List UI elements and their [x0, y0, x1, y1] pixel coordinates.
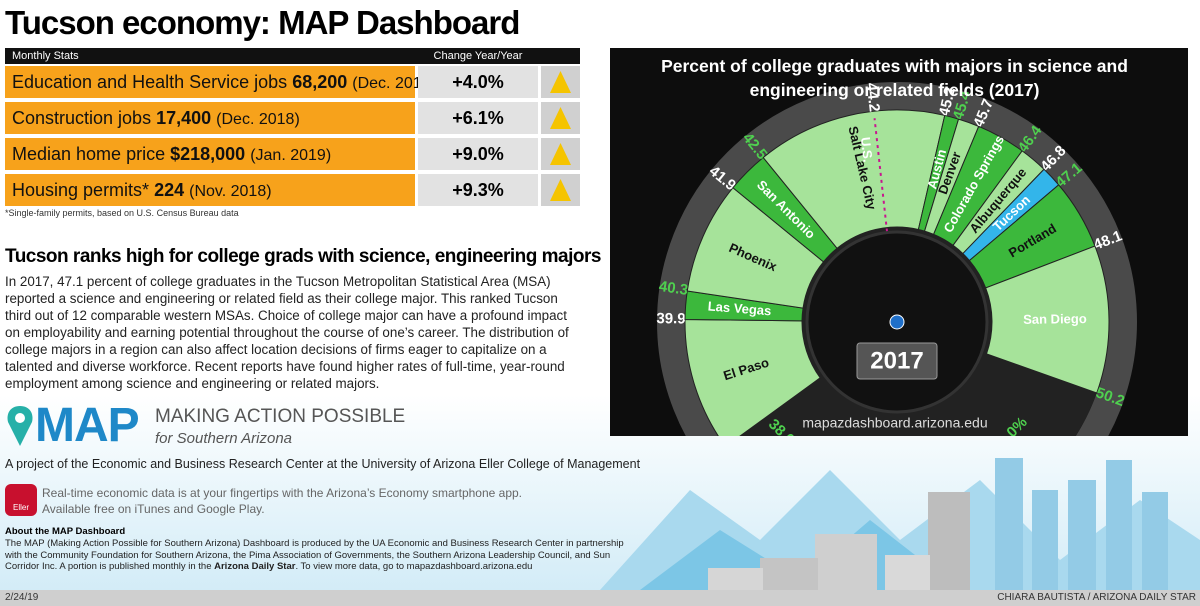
about-text: . To view more data, go to mapazdashboar… — [295, 561, 533, 572]
stat-label: Housing permits* 224 (Nov. 2018) — [5, 174, 415, 206]
buildings — [708, 458, 1168, 590]
column-header: Monthly Stats — [12, 50, 79, 62]
gauge-sector — [985, 245, 1110, 394]
column-header: Change Year/Year — [433, 50, 523, 62]
stat-change: +6.1% — [418, 102, 538, 134]
stat-change: +9.0% — [418, 138, 538, 170]
stat-row: Construction jobs 17,400 (Dec. 2018) +6.1… — [5, 102, 580, 134]
stat-name: Housing permits* — [12, 180, 150, 200]
stat-date: (Nov. 2018) — [189, 183, 272, 200]
map-subtitle: for Southern Arizona — [155, 430, 293, 447]
map-name: MAKING ACTION POSSIBLE — [155, 406, 406, 427]
map-logo: MAP — [35, 399, 140, 452]
table-header: Monthly Stats Change Year/Year — [5, 48, 580, 64]
up-arrow — [550, 179, 571, 201]
stat-change: +9.3% — [418, 174, 538, 206]
reference-name: U.S. — [858, 136, 876, 163]
gauge-ring — [657, 82, 1137, 436]
article-body: In 2017, 47.1 percent of college graduat… — [5, 274, 569, 391]
up-arrow — [550, 143, 571, 165]
table-note: *Single-family permits, based on U.S. Ce… — [5, 208, 239, 218]
stat-row: Median home price $218,000 (Jan. 2019) +9… — [5, 138, 580, 170]
stat-value: $218,000 — [170, 144, 246, 164]
project-line: A project of the Economic and Business R… — [5, 457, 641, 471]
about-text: Arizona Daily Star — [214, 561, 296, 572]
stat-name: Median home price — [12, 144, 166, 164]
arrow-cell — [541, 102, 580, 134]
gauge-sector — [762, 109, 946, 249]
about-body: The MAP (Making Action Possible for Sout… — [5, 538, 625, 573]
arrow-cell — [541, 138, 580, 170]
up-arrow — [550, 107, 571, 129]
badge: 2017 — [870, 347, 923, 374]
stat-row: Housing permits* 224 (Nov. 2018) +9.3% — [5, 174, 580, 206]
map-pin — [7, 406, 33, 446]
chart-url: mapazdashboard.arizona.edu — [802, 415, 987, 431]
value-label: 45.2 — [936, 86, 959, 118]
about-title: About the MAP Dashboard — [5, 526, 126, 537]
value-label: 39.9 — [656, 310, 685, 327]
stat-name: Construction jobs — [12, 108, 152, 128]
arrow-cell — [541, 66, 580, 98]
badge-box — [856, 342, 938, 380]
stat-label: Education and Health Service jobs 68,200… — [5, 66, 436, 98]
needle-hub — [889, 314, 905, 330]
footer-bar — [0, 590, 1200, 606]
page-title: Tucson economy: MAP Dashboard — [5, 4, 520, 41]
arrow-cell — [541, 174, 580, 206]
reference-value: 44.2 — [863, 82, 883, 113]
stat-value: 68,200 — [292, 72, 348, 92]
city-label: San Diego — [1023, 311, 1087, 327]
stat-date: (Dec. 2018) — [352, 75, 436, 92]
app-text: Real-time economic data is at your finge… — [42, 486, 523, 500]
stat-date: (Jan. 2019) — [250, 147, 332, 164]
city-label: Las Vegas — [707, 298, 772, 318]
footer-credit: CHIARA BAUTISTA / ARIZONA DAILY STAR — [997, 592, 1196, 603]
stat-name: Education and Health Service jobs — [12, 72, 288, 92]
stat-change: +4.0% — [418, 66, 538, 98]
value-label: 40.3 — [658, 278, 689, 299]
footer-date: 2/24/19 — [5, 592, 39, 603]
app-icon: Eller — [5, 484, 37, 516]
app-text: Available free on iTunes and Google Play… — [42, 502, 265, 516]
stat-value: 224 — [154, 180, 185, 200]
stat-label: Median home price $218,000 (Jan. 2019) — [5, 138, 415, 170]
stat-value: 17,400 — [156, 108, 212, 128]
stat-row: Education and Health Service jobs 68,200… — [5, 66, 580, 98]
reference-line — [873, 118, 898, 323]
up-arrow — [550, 71, 571, 93]
article-heading: Tucson ranks high for college grads with… — [5, 246, 601, 267]
about-text: The MAP (Making Action Possible for Sout… — [5, 538, 624, 572]
stat-date: (Dec. 2018) — [216, 111, 300, 128]
stat-label: Construction jobs 17,400 (Dec. 2018) — [5, 102, 415, 134]
chart-title: Percent of college graduates with majors… — [661, 56, 1128, 100]
